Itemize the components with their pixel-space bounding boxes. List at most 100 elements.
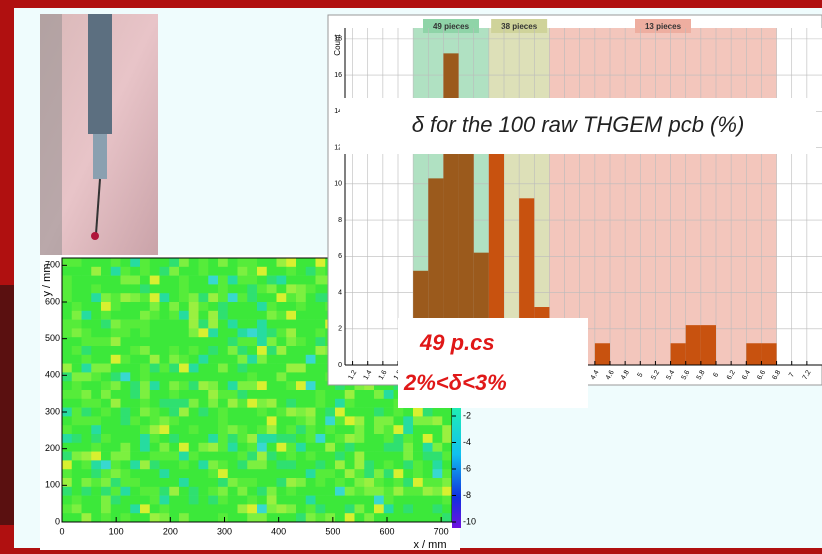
bar <box>671 343 686 365</box>
colorbar-tick-label: -10 <box>463 516 476 526</box>
heatmap-cell <box>374 478 384 487</box>
heatmap-cell <box>267 390 277 399</box>
heatmap-cell <box>130 425 140 434</box>
heatmap-cell <box>101 390 111 399</box>
colorbar-tick-label: -6 <box>463 463 471 473</box>
heatmap-cell <box>433 443 443 452</box>
heatmap-cell <box>364 425 374 434</box>
heatmap-cell <box>384 504 394 513</box>
heatmap-cell <box>189 293 199 302</box>
heatmap-cell <box>433 425 443 434</box>
heatmap-cell <box>316 390 326 399</box>
heatmap-cell <box>433 469 443 478</box>
heatmap-cell <box>277 487 287 496</box>
heatmap-cell <box>306 293 316 302</box>
heatmap-cell <box>238 513 248 522</box>
heatmap-cell <box>277 434 287 443</box>
heatmap-cell <box>394 443 404 452</box>
heatmap-cell <box>374 487 384 496</box>
heatmap-cell <box>91 469 101 478</box>
heatmap-cell <box>208 267 218 276</box>
heatmap-cell <box>62 469 72 478</box>
heatmap-cell <box>160 258 170 267</box>
heatmap-cell <box>286 346 296 355</box>
heatmap-cell <box>277 504 287 513</box>
heatmap-cell <box>121 504 131 513</box>
heatmap-cell <box>111 390 121 399</box>
heatmap-cell <box>218 320 228 329</box>
bar <box>746 343 761 365</box>
heatmap-cell <box>169 496 179 505</box>
heatmap-cell <box>345 434 355 443</box>
heatmap-cell <box>257 320 267 329</box>
heatmap-cell <box>121 443 131 452</box>
heatmap-cell <box>189 478 199 487</box>
heatmap-cell <box>228 381 238 390</box>
heatmap-cell <box>62 276 72 285</box>
heatmap-cell <box>82 452 92 461</box>
heatmap-cell <box>316 337 326 346</box>
heatmap-cell <box>111 469 121 478</box>
heatmap-cell <box>169 284 179 293</box>
heatmap-cell <box>394 416 404 425</box>
heatmap-cell <box>335 425 345 434</box>
heatmap-cell <box>72 434 82 443</box>
heatmap-cell <box>111 346 121 355</box>
heatmap-cell <box>286 390 296 399</box>
heatmap-cell <box>247 408 257 417</box>
heatmap-cell <box>306 258 316 267</box>
y-tick-label: 10 <box>334 181 342 188</box>
heatmap-cell <box>296 364 306 373</box>
heatmap-cell <box>140 469 150 478</box>
heatmap-cell <box>101 311 111 320</box>
heatmap-cell <box>247 381 257 390</box>
heatmap-cell <box>267 434 277 443</box>
heatmap-cell <box>199 399 209 408</box>
heatmap-cell <box>208 513 218 522</box>
heatmap-cell <box>296 504 306 513</box>
heatmap-cell <box>228 276 238 285</box>
heatmap-cell <box>130 452 140 461</box>
heatmap-cell <box>296 478 306 487</box>
heatmap-cell <box>111 416 121 425</box>
heatmap-cell <box>228 513 238 522</box>
heatmap-cell <box>179 408 189 417</box>
heatmap-cell <box>208 276 218 285</box>
heatmap-cell <box>121 302 131 311</box>
heatmap-cell <box>62 311 72 320</box>
heatmap-cell <box>111 434 121 443</box>
heatmap-cell <box>140 390 150 399</box>
heatmap-cell <box>325 399 335 408</box>
y-tick-label: 400 <box>45 370 60 380</box>
heatmap-cell <box>91 372 101 381</box>
heatmap-cell <box>442 434 452 443</box>
band <box>549 28 776 365</box>
heatmap-cell <box>208 496 218 505</box>
x-tick-label: 500 <box>325 526 340 536</box>
heatmap-cell <box>160 504 170 513</box>
heatmap-cell <box>199 460 209 469</box>
heatmap-cell <box>72 258 82 267</box>
heatmap-cell <box>247 434 257 443</box>
heatmap-cell <box>247 504 257 513</box>
heatmap-cell <box>199 311 209 320</box>
x-tick-label: 300 <box>217 526 232 536</box>
heatmap-cell <box>72 469 82 478</box>
heatmap-cell <box>199 434 209 443</box>
heatmap-cell <box>374 513 384 522</box>
heatmap-cell <box>208 364 218 373</box>
heatmap-cell <box>91 399 101 408</box>
heatmap-cell <box>345 469 355 478</box>
heatmap-cell <box>130 284 140 293</box>
heatmap-cell <box>257 390 267 399</box>
heatmap-cell <box>423 496 433 505</box>
heatmap-cell <box>169 328 179 337</box>
x-tick-label: 100 <box>109 526 124 536</box>
heatmap-cell <box>316 346 326 355</box>
heatmap-cell <box>208 434 218 443</box>
heatmap-cell <box>325 487 335 496</box>
heatmap-cell <box>91 293 101 302</box>
heatmap-cell <box>140 434 150 443</box>
heatmap-cell <box>111 284 121 293</box>
heatmap-cell <box>306 337 316 346</box>
